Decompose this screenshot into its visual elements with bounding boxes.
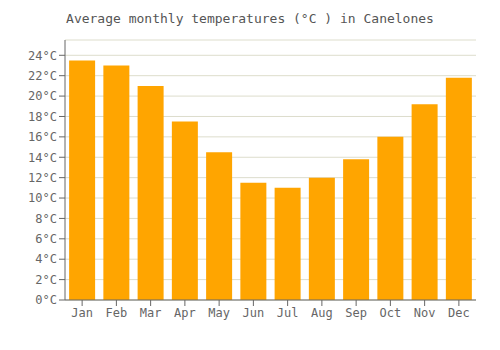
svg-text:24°C: 24°C — [28, 49, 57, 63]
svg-text:Aug: Aug — [311, 306, 333, 320]
svg-text:6°C: 6°C — [35, 232, 57, 246]
svg-text:16°C: 16°C — [28, 130, 57, 144]
svg-text:Dec: Dec — [448, 306, 470, 320]
svg-text:Apr: Apr — [174, 306, 196, 320]
svg-text:Feb: Feb — [106, 306, 128, 320]
svg-text:22°C: 22°C — [28, 69, 57, 83]
svg-text:Mar: Mar — [140, 306, 162, 320]
svg-text:2°C: 2°C — [35, 273, 57, 287]
svg-text:10°C: 10°C — [28, 191, 57, 205]
svg-text:May: May — [208, 306, 230, 320]
svg-text:Oct: Oct — [380, 306, 402, 320]
svg-text:Sep: Sep — [345, 306, 367, 320]
svg-text:Jan: Jan — [71, 306, 93, 320]
svg-text:4°C: 4°C — [35, 252, 57, 266]
svg-text:12°C: 12°C — [28, 171, 57, 185]
svg-text:14°C: 14°C — [28, 151, 57, 165]
svg-text:Jul: Jul — [277, 306, 299, 320]
svg-text:20°C: 20°C — [28, 89, 57, 103]
svg-text:Nov: Nov — [414, 306, 436, 320]
svg-text:Jun: Jun — [243, 306, 265, 320]
svg-text:18°C: 18°C — [28, 110, 57, 124]
html-text:Average monthly temperatures (: Average monthly temperatures (°C ) in Ca… — [66, 11, 434, 26]
svg-text:8°C: 8°C — [35, 212, 57, 226]
svg-text:0°C: 0°C — [35, 293, 57, 307]
